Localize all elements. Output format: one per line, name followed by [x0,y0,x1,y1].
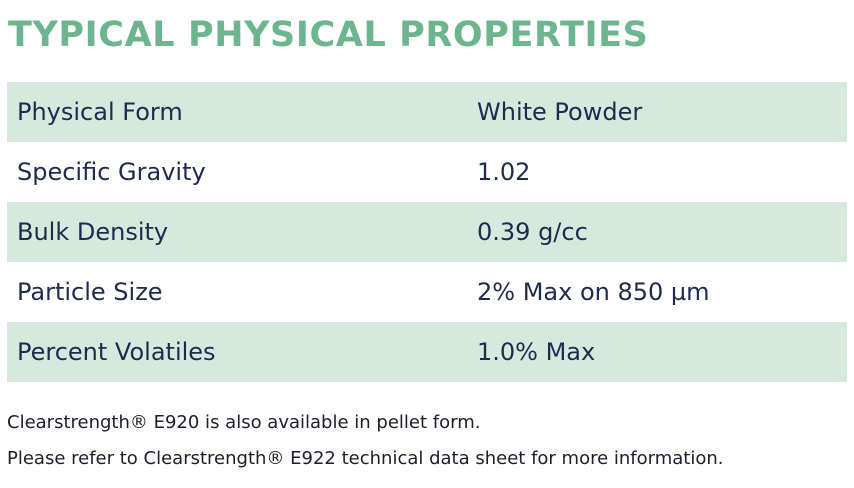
table-row: Particle Size 2% Max on 850 µm [7,262,847,322]
properties-table: Physical Form White Powder Specific Grav… [7,82,847,382]
property-name: Specific Gravity [17,158,206,186]
property-name: Particle Size [17,278,163,306]
table-row: Physical Form White Powder [7,82,847,142]
property-value: 1.0% Max [477,338,596,366]
property-value: 0.39 g/cc [477,218,588,246]
property-value: 1.02 [477,158,531,186]
property-name: Percent Volatiles [17,338,216,366]
property-name: Bulk Density [17,218,169,246]
property-name: Physical Form [17,98,183,126]
property-value: 2% Max on 850 µm [477,278,710,306]
datasheet-reference-note: Please refer to Clearstrength® E922 tech… [7,448,724,469]
table-row: Percent Volatiles 1.0% Max [7,322,847,382]
table-row: Specific Gravity 1.02 [7,142,847,202]
table-row: Bulk Density 0.39 g/cc [7,202,847,262]
property-value: White Powder [477,98,643,126]
pellet-form-note: Clearstrength® E920 is also available in… [7,412,481,433]
page-title: TYPICAL PHYSICAL PROPERTIES [8,15,649,55]
